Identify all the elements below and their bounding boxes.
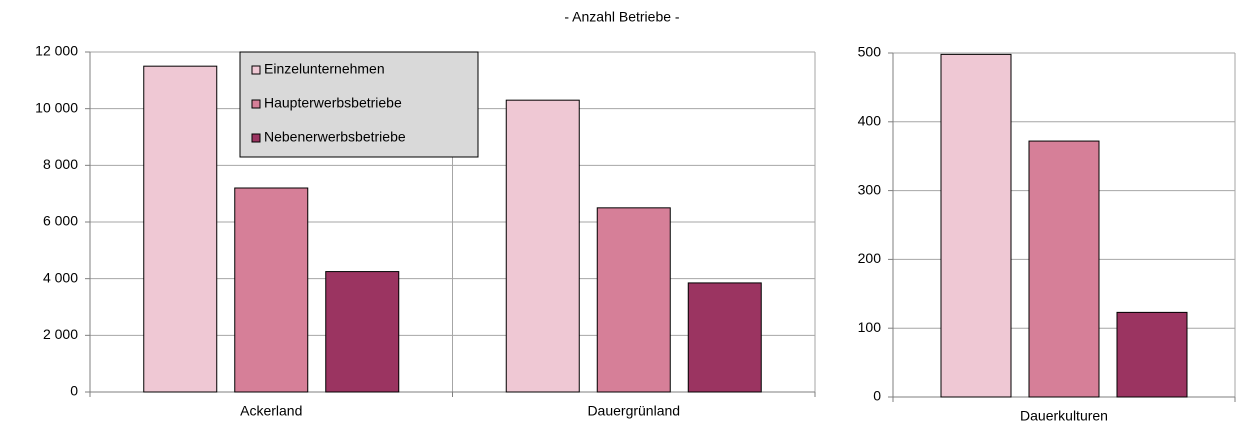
- bar: [940, 53, 1012, 398]
- legend-swatch: [251, 99, 261, 109]
- legend-label: Einzelunternehmen: [264, 61, 385, 77]
- y-tick-label: 0: [70, 383, 78, 399]
- y-tick-label: 6 000: [43, 213, 78, 229]
- legend-box: [239, 51, 479, 158]
- y-tick-label: 8 000: [43, 156, 78, 172]
- legend-swatch: [251, 65, 261, 75]
- y-tick-label: 400: [858, 113, 882, 129]
- y-tick-label: 300: [858, 181, 882, 197]
- bar: [505, 99, 580, 393]
- bar: [596, 207, 671, 393]
- bar: [325, 271, 400, 393]
- bar: [1028, 140, 1100, 398]
- legend-label: Haupterwerbsbetriebe: [264, 95, 402, 111]
- x-tick-label: Ackerland: [240, 403, 302, 419]
- x-tick-label: Dauerkulturen: [1020, 408, 1108, 424]
- y-tick-label: 12 000: [35, 43, 78, 59]
- y-tick-label: 2 000: [43, 326, 78, 342]
- legend-swatch: [251, 133, 261, 143]
- bar: [234, 187, 309, 393]
- bar: [1116, 311, 1188, 398]
- y-tick-label: 0: [873, 388, 881, 404]
- y-tick-label: 100: [858, 319, 882, 335]
- y-tick-label: 500: [858, 44, 882, 60]
- legend: Einzelunternehmen Haupterwerbsbetriebe Neb…: [239, 51, 479, 158]
- bar: [143, 65, 218, 393]
- bar: [687, 282, 762, 393]
- x-tick-label: Dauergrünland: [587, 403, 680, 419]
- chart-title: - Anzahl Betriebe -: [564, 9, 680, 25]
- legend-label: Nebenerwerbsbetriebe: [264, 129, 406, 145]
- y-tick-label: 200: [858, 250, 882, 266]
- y-tick-label: 10 000: [35, 99, 78, 115]
- y-tick-label: 4 000: [43, 269, 78, 285]
